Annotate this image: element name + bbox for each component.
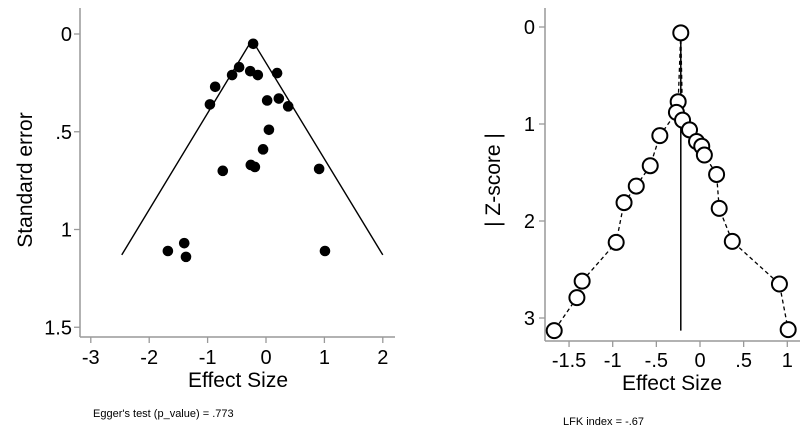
- series-line-left-branch: [553, 32, 682, 331]
- data-point: [257, 144, 269, 155]
- data-point: [779, 321, 797, 339]
- x-tick-label: 0: [260, 347, 271, 369]
- x-tick-label: -1: [199, 347, 217, 369]
- data-point: [607, 233, 625, 251]
- data-point: [247, 38, 259, 50]
- data-point: [770, 275, 788, 293]
- data-point: [249, 161, 261, 173]
- data-point: [226, 69, 238, 81]
- data-point: [252, 69, 264, 81]
- data-point: [641, 157, 659, 175]
- x-tick-label: 1: [782, 350, 793, 372]
- data-point: [573, 272, 591, 290]
- data-point: [180, 251, 192, 263]
- funnel-right-line: [251, 39, 384, 256]
- x-tick-label: -1.5: [552, 350, 586, 372]
- doi-plot: -1.5 -1 -.5 0 .5 1 0 1 2 3 Effect Size | Z-score …: [482, 8, 800, 428]
- y-tick-label: 3: [524, 308, 535, 330]
- data-point: [615, 194, 633, 212]
- y-tick-label: 2: [524, 211, 535, 233]
- x-tick-label: .5: [735, 350, 752, 372]
- x-tick-label: 2: [377, 347, 388, 369]
- data-point: [209, 81, 221, 93]
- x-tick-label: -1: [604, 350, 622, 372]
- x-tick-label: 0: [694, 350, 705, 372]
- data-point: [273, 93, 285, 104]
- data-point: [282, 101, 294, 112]
- data-point: [271, 67, 283, 79]
- data-point: [545, 322, 563, 340]
- data-point: [651, 127, 669, 145]
- data-point: [217, 165, 229, 177]
- data-point: [695, 146, 713, 164]
- data-point: [710, 199, 728, 217]
- data-point: [313, 163, 325, 175]
- eggers-test-annotation: Egger's test (p_value) = .773: [93, 408, 234, 420]
- data-point: [723, 232, 741, 250]
- x-tick-label: -.5: [645, 350, 668, 372]
- y-tick-label: 1: [61, 220, 72, 242]
- y-axis-label: | Z-score |: [482, 133, 505, 227]
- y-tick-label: 0: [524, 17, 535, 39]
- y-tick-label: 1.5: [44, 317, 72, 339]
- data-point: [233, 61, 245, 73]
- x-axis-label: Effect Size: [622, 372, 722, 395]
- y-tick-label: .5: [55, 122, 72, 144]
- data-point: [204, 99, 216, 110]
- x-tick-label: -2: [140, 347, 158, 369]
- x-axis-label: Effect Size: [188, 369, 288, 392]
- y-tick-label: 0: [61, 24, 72, 46]
- data-point: [178, 237, 190, 249]
- data-point: [319, 245, 331, 257]
- data-point: [627, 177, 645, 195]
- lfk-index-annotation: LFK index = -.67: [563, 416, 644, 428]
- data-point: [672, 24, 690, 42]
- data-point: [162, 245, 174, 257]
- data-point: [568, 289, 586, 307]
- x-tick-label: 1: [319, 347, 330, 369]
- data-point: [261, 95, 273, 106]
- data-point: [263, 124, 275, 136]
- funnel-plot: -3 -2 -1 0 1 2 0 .5 1 1.5 Effect Size Standard er…: [14, 8, 395, 420]
- x-tick-label: -3: [82, 347, 100, 369]
- y-axis-label: Standard error: [14, 112, 37, 247]
- data-point: [708, 165, 726, 183]
- y-tick-label: 1: [524, 114, 535, 136]
